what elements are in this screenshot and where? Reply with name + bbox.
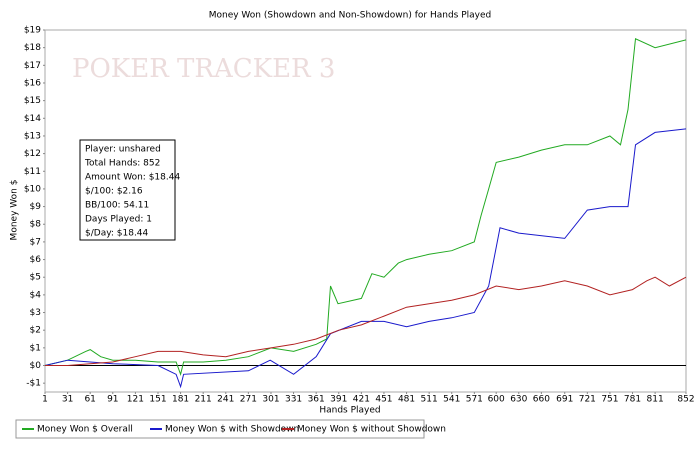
x-tick-label: 600 (488, 395, 505, 405)
x-tick-label: 511 (421, 395, 438, 405)
x-tick-label: 571 (466, 395, 483, 405)
y-tick-label: $0 (30, 361, 42, 371)
y-tick-label: $9 (30, 202, 42, 212)
chart-title: Money Won (Showdown and Non-Showdown) fo… (209, 11, 492, 21)
legend-label: Money Won $ without Showdown (297, 425, 446, 435)
y-tick-label: $8 (30, 220, 42, 230)
y-tick-label: $3 (30, 308, 41, 318)
y-tick-label: $11 (24, 167, 41, 177)
x-tick-label: 721 (579, 395, 596, 405)
y-tick-label: $4 (30, 290, 42, 300)
y-tick-label: -$1 (26, 379, 41, 389)
x-tick-label: 541 (443, 395, 460, 405)
series-line (45, 276, 687, 366)
series-line (44, 38, 687, 377)
y-tick-label: $16 (24, 78, 41, 88)
x-tick-label: 61 (84, 395, 95, 405)
y-tick-label: $19 (24, 26, 41, 36)
y-tick-label: $1 (30, 343, 41, 353)
y-tick-label: $18 (24, 43, 41, 53)
x-tick-label: 331 (285, 395, 302, 405)
plot-border (44, 29, 687, 393)
x-tick-label: 361 (308, 395, 325, 405)
y-axis-label: Money Won $ (10, 180, 20, 241)
x-tick-label: 121 (127, 395, 144, 405)
x-tick-label: 1 (42, 395, 48, 405)
x-tick-label: 211 (195, 395, 212, 405)
x-tick-label: 391 (330, 395, 347, 405)
x-tick-label: 271 (240, 395, 257, 405)
info-text: Player: unshared (85, 145, 161, 155)
x-tick-label: 31 (62, 395, 73, 405)
x-tick-label: 811 (647, 395, 664, 405)
y-tick-label: $15 (24, 96, 41, 106)
y-tick-label: $7 (30, 237, 41, 247)
x-tick-label: 451 (375, 395, 392, 405)
info-text: Amount Won: $18.44 (85, 173, 180, 183)
x-tick-label: 781 (624, 395, 641, 405)
legend-box (15, 419, 425, 439)
y-tick-label: $12 (24, 149, 41, 159)
x-tick-label: 301 (262, 395, 279, 405)
x-tick-label: 751 (601, 395, 618, 405)
watermark: POKER TRACKER 3 (72, 54, 335, 84)
legend-label: Money Won $ with Showdown (165, 425, 299, 435)
x-tick-label: 852 (677, 395, 694, 405)
x-axis-label: Hands Played (319, 406, 380, 416)
y-tick-label: $2 (30, 326, 41, 336)
y-tick-label: $6 (30, 255, 42, 265)
x-tick-label: 421 (353, 395, 370, 405)
info-text: $/100: $2.16 (85, 187, 143, 197)
info-box (79, 139, 176, 241)
info-text: BB/100: 54.11 (85, 201, 149, 211)
x-tick-label: 241 (217, 395, 234, 405)
series-line (44, 128, 687, 389)
y-tick-label: $17 (24, 61, 41, 71)
y-tick-label: $13 (24, 131, 41, 141)
legend-label: Money Won $ Overall (37, 425, 133, 435)
y-tick-label: $5 (30, 273, 41, 283)
x-tick-label: 181 (172, 395, 189, 405)
x-tick-label: 481 (398, 395, 415, 405)
x-tick-label: 91 (107, 395, 118, 405)
info-text: $/Day: $18.44 (85, 229, 149, 239)
x-tick-label: 630 (510, 395, 527, 405)
x-tick-label: 691 (556, 395, 573, 405)
y-tick-label: $10 (24, 184, 41, 194)
x-tick-label: 660 (533, 395, 550, 405)
x-tick-label: 151 (149, 395, 166, 405)
info-text: Total Hands: 852 (84, 159, 160, 169)
info-text: Days Played: 1 (85, 215, 152, 225)
y-tick-label: $14 (24, 114, 41, 124)
